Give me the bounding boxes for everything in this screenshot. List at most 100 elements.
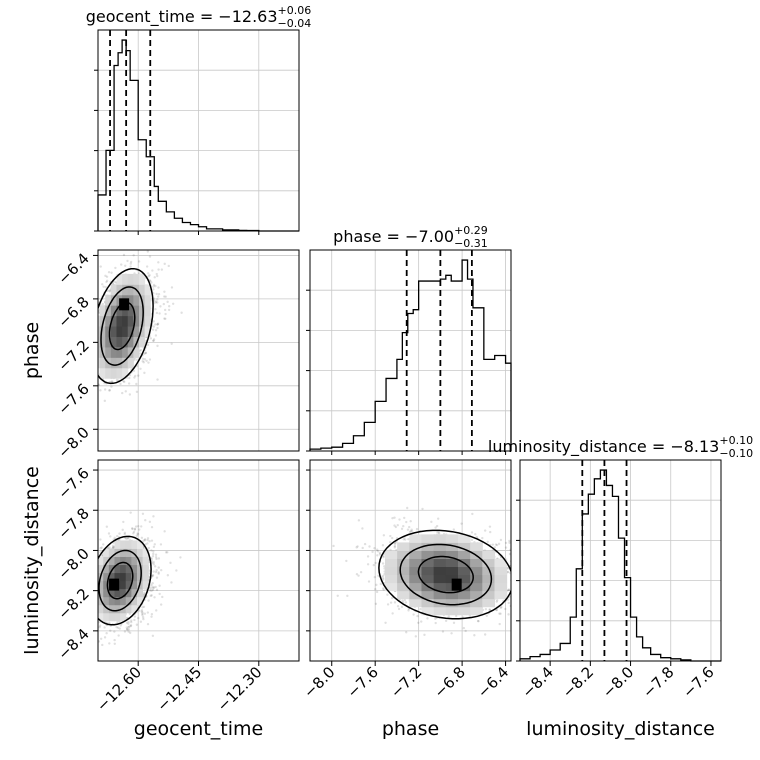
density-cell bbox=[105, 336, 112, 348]
sample-point bbox=[93, 621, 95, 623]
sample-point bbox=[127, 628, 131, 631]
sample-point bbox=[560, 618, 562, 620]
sample-point bbox=[377, 574, 380, 578]
sample-point bbox=[356, 545, 359, 548]
sample-point bbox=[95, 578, 97, 580]
density-cell bbox=[120, 572, 127, 582]
sample-point bbox=[483, 529, 487, 532]
sample-point bbox=[95, 314, 97, 316]
sample-point bbox=[156, 298, 159, 301]
histogram-step bbox=[309, 259, 512, 451]
sample-point bbox=[404, 601, 408, 604]
sample-point bbox=[136, 532, 139, 535]
sample-point bbox=[128, 631, 132, 635]
sample-point bbox=[147, 599, 150, 602]
sample-point bbox=[155, 272, 158, 276]
sample-point bbox=[160, 568, 163, 572]
density-cell bbox=[105, 305, 112, 317]
sample-point bbox=[157, 557, 161, 560]
sample-point bbox=[148, 569, 151, 572]
contour-line bbox=[100, 286, 144, 366]
sample-point bbox=[382, 555, 385, 559]
contour-line bbox=[98, 267, 154, 385]
density-cell bbox=[108, 548, 115, 557]
sample-point bbox=[152, 320, 156, 323]
sample-point bbox=[93, 327, 95, 329]
sample-point bbox=[146, 538, 149, 542]
sample-point bbox=[84, 323, 86, 325]
sample-point bbox=[175, 569, 178, 572]
sample-point bbox=[115, 625, 118, 629]
sample-point bbox=[116, 626, 120, 629]
sample-point bbox=[148, 274, 151, 277]
sample-point bbox=[485, 614, 488, 617]
sample-point bbox=[407, 537, 410, 541]
sample-point bbox=[179, 556, 182, 559]
sample-point bbox=[506, 570, 510, 574]
sample-point bbox=[123, 531, 127, 535]
sample-point bbox=[166, 551, 169, 554]
sample-point bbox=[93, 584, 95, 586]
sample-point bbox=[157, 261, 160, 264]
sample-point bbox=[113, 638, 116, 642]
scatter-panel-phase-luminosity_distance bbox=[309, 459, 562, 662]
density-cell bbox=[116, 367, 123, 379]
sample-point bbox=[137, 374, 140, 377]
sample-point bbox=[90, 336, 92, 338]
sample-point bbox=[402, 524, 405, 528]
sample-point bbox=[90, 369, 92, 371]
sample-point bbox=[93, 343, 95, 345]
density-cell bbox=[127, 284, 134, 296]
sample-point bbox=[95, 325, 97, 327]
sample-point bbox=[149, 594, 152, 598]
density-cell bbox=[98, 572, 99, 582]
sample-point bbox=[409, 529, 412, 533]
sample-point bbox=[89, 606, 91, 608]
density-cell bbox=[110, 315, 117, 327]
sample-point bbox=[90, 562, 92, 564]
sample-point bbox=[143, 371, 146, 375]
sample-point bbox=[144, 351, 147, 354]
sample-point bbox=[150, 525, 154, 529]
density-cell bbox=[110, 336, 117, 348]
sample-point bbox=[129, 624, 133, 627]
density-cell bbox=[125, 604, 132, 614]
sample-point bbox=[131, 527, 134, 530]
sample-point bbox=[95, 591, 97, 593]
sample-point bbox=[152, 325, 156, 328]
sample-point bbox=[110, 380, 113, 384]
sample-point bbox=[514, 612, 516, 614]
sample-point bbox=[124, 390, 127, 393]
density-cell bbox=[116, 273, 123, 285]
sample-point bbox=[398, 518, 401, 521]
sample-point bbox=[129, 511, 132, 514]
sample-point bbox=[452, 621, 456, 625]
sample-point bbox=[92, 581, 94, 583]
sample-point bbox=[93, 576, 95, 578]
sample-point bbox=[92, 327, 94, 329]
sample-point bbox=[94, 369, 96, 371]
sample-point bbox=[101, 283, 104, 286]
sample-point bbox=[93, 568, 95, 570]
sample-point bbox=[95, 337, 97, 339]
sample-point bbox=[107, 271, 111, 274]
sample-point bbox=[126, 537, 129, 540]
sample-point bbox=[152, 570, 155, 573]
sample-point bbox=[132, 369, 136, 373]
sample-point bbox=[371, 550, 374, 554]
density-cell bbox=[122, 346, 129, 358]
sample-point bbox=[394, 541, 398, 544]
sample-point bbox=[144, 351, 148, 355]
sample-point bbox=[67, 626, 69, 628]
density-cell bbox=[99, 315, 106, 327]
sample-point bbox=[414, 635, 418, 638]
sample-point bbox=[416, 614, 419, 618]
sample-point bbox=[373, 575, 377, 579]
sample-point bbox=[139, 352, 142, 355]
density-cell bbox=[144, 326, 151, 337]
sample-point bbox=[368, 545, 371, 548]
sample-point bbox=[405, 520, 408, 524]
sample-point bbox=[481, 536, 484, 540]
density-cell bbox=[125, 564, 132, 574]
sample-point bbox=[93, 609, 95, 611]
